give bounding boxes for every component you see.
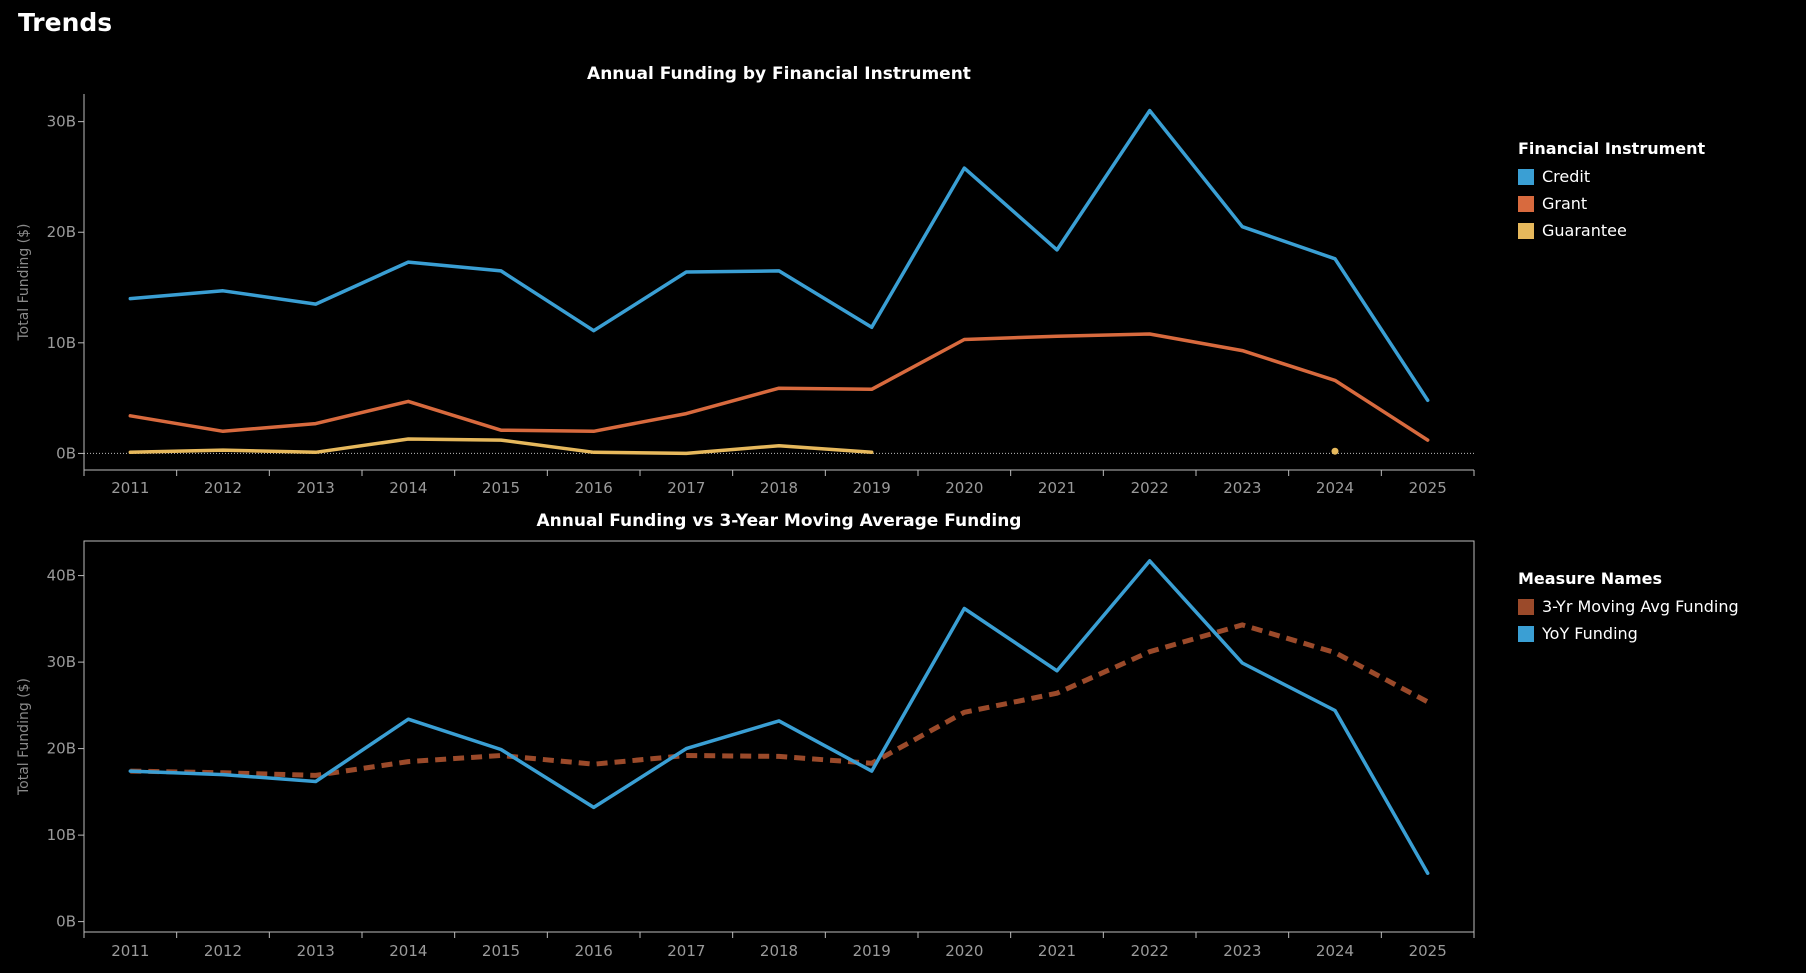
x-tick-label: 2017 bbox=[667, 942, 705, 960]
y-tick-label: 30B bbox=[47, 113, 76, 131]
legend-swatch-guarantee bbox=[1518, 222, 1534, 239]
x-tick-label: 2017 bbox=[667, 479, 705, 497]
legend-label: YoY Funding bbox=[1542, 624, 1638, 643]
x-tick-label: 2021 bbox=[1038, 942, 1076, 960]
series-guarantee-line bbox=[130, 439, 1335, 453]
x-tick-label: 2018 bbox=[760, 479, 798, 497]
x-tick-label: 2021 bbox=[1038, 479, 1076, 497]
x-tick-label: 2012 bbox=[204, 942, 242, 960]
x-tick-label: 2011 bbox=[111, 479, 149, 497]
y-tick-label: 30B bbox=[47, 653, 76, 671]
legend-item-grant[interactable]: Grant bbox=[1518, 190, 1705, 217]
y-axis-title: Total Funding ($) bbox=[16, 678, 32, 796]
legend-item-guarantee[interactable]: Guarantee bbox=[1518, 217, 1705, 244]
series-guarantee-point bbox=[1331, 447, 1339, 455]
x-tick-label: 2019 bbox=[853, 942, 891, 960]
x-tick-label: 2015 bbox=[482, 942, 520, 960]
legend-financial-instrument: Financial Instrument Credit Grant Guaran… bbox=[1518, 139, 1705, 244]
legend-item-moving-avg[interactable]: 3-Yr Moving Avg Funding bbox=[1518, 593, 1739, 620]
y-tick-label: 10B bbox=[47, 334, 76, 352]
x-tick-label: 2022 bbox=[1131, 942, 1169, 960]
x-tick-label: 2012 bbox=[204, 479, 242, 497]
x-tick-label: 2016 bbox=[575, 942, 613, 960]
y-axis-title: Total Funding ($) bbox=[16, 224, 32, 342]
y-tick-label: 10B bbox=[47, 826, 76, 844]
x-tick-label: 2020 bbox=[945, 942, 983, 960]
legend-label: 3-Yr Moving Avg Funding bbox=[1542, 597, 1739, 616]
plot-border bbox=[83, 540, 1475, 933]
chart-title: Annual Funding by Financial Instrument bbox=[587, 64, 971, 84]
x-tick-label: 2015 bbox=[482, 479, 520, 497]
legend-swatch-moving-avg bbox=[1518, 598, 1534, 615]
legend-label: Credit bbox=[1542, 167, 1591, 186]
x-tick-label: 2019 bbox=[853, 479, 891, 497]
series-yoy-funding-line bbox=[128, 559, 1430, 875]
x-tick-label: 2024 bbox=[1316, 942, 1354, 960]
x-tick-label: 2014 bbox=[389, 479, 427, 497]
x-tick-label: 2025 bbox=[1409, 942, 1447, 960]
x-tick-label: 2022 bbox=[1131, 479, 1169, 497]
x-tick-label: 2023 bbox=[1223, 942, 1261, 960]
legend-measure-names: Measure Names 3-Yr Moving Avg Funding Yo… bbox=[1518, 569, 1739, 647]
legend-swatch-grant bbox=[1518, 195, 1534, 212]
x-tick-label: 2018 bbox=[760, 942, 798, 960]
chart-title: Annual Funding vs 3-Year Moving Average … bbox=[537, 511, 1022, 531]
x-tick-label: 2013 bbox=[297, 942, 335, 960]
legend-label: Guarantee bbox=[1542, 221, 1627, 240]
chart-1: Annual Funding vs 3-Year Moving Average … bbox=[16, 511, 1475, 960]
y-tick-label: 40B bbox=[47, 567, 76, 585]
series-grant-line bbox=[128, 332, 1430, 442]
legend-swatch-yoy bbox=[1518, 625, 1534, 642]
x-tick-label: 2014 bbox=[389, 942, 427, 960]
x-tick-label: 2020 bbox=[945, 479, 983, 497]
legend-swatch-credit bbox=[1518, 168, 1534, 185]
y-tick-label: 20B bbox=[47, 740, 76, 758]
y-tick-label: 0B bbox=[56, 913, 76, 931]
legend-label: Grant bbox=[1542, 194, 1588, 213]
y-tick-label: 0B bbox=[56, 444, 76, 462]
legend-title: Measure Names bbox=[1518, 569, 1663, 588]
x-tick-label: 2013 bbox=[297, 479, 335, 497]
page-title: Trends bbox=[18, 8, 113, 37]
legend-item-credit[interactable]: Credit bbox=[1518, 163, 1705, 190]
series-3-yr-moving-avg-funding-line bbox=[130, 622, 1429, 778]
y-tick-label: 20B bbox=[47, 223, 76, 241]
chart-0: Annual Funding by Financial Instrument 0B… bbox=[16, 64, 1475, 497]
x-tick-label: 2023 bbox=[1223, 479, 1261, 497]
x-tick-label: 2024 bbox=[1316, 479, 1354, 497]
x-tick-label: 2011 bbox=[111, 942, 149, 960]
x-tick-label: 2025 bbox=[1409, 479, 1447, 497]
x-tick-label: 2016 bbox=[575, 479, 613, 497]
legend-item-yoy[interactable]: YoY Funding bbox=[1518, 620, 1739, 647]
legend-title: Financial Instrument bbox=[1518, 139, 1706, 158]
series-credit-line bbox=[128, 108, 1430, 403]
